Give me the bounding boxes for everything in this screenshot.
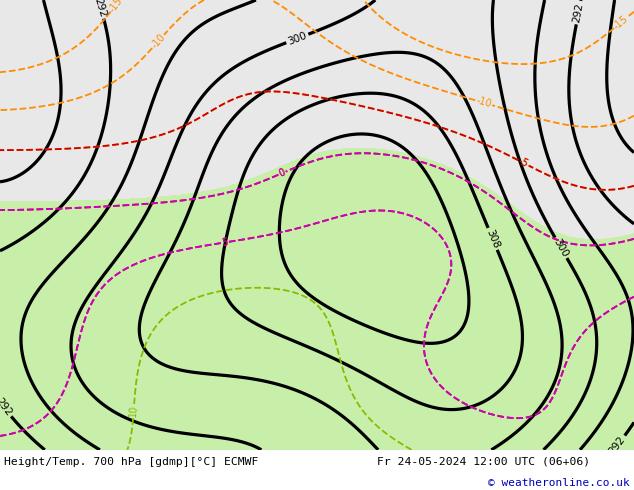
Text: 5: 5 <box>221 237 229 248</box>
Text: 300: 300 <box>287 30 308 47</box>
Text: 10: 10 <box>128 405 139 417</box>
Text: 308: 308 <box>484 228 501 250</box>
Text: Height/Temp. 700 hPa [gdmp][°C] ECMWF: Height/Temp. 700 hPa [gdmp][°C] ECMWF <box>4 457 259 467</box>
Text: -5: -5 <box>517 156 530 170</box>
Text: 300: 300 <box>552 237 570 259</box>
Text: © weatheronline.co.uk: © weatheronline.co.uk <box>488 478 630 488</box>
Text: 0: 0 <box>277 168 287 179</box>
Text: 292: 292 <box>607 434 628 456</box>
Text: -10: -10 <box>475 96 493 110</box>
Text: 292: 292 <box>0 396 14 418</box>
Text: Fr 24-05-2024 12:00 UTC (06+06): Fr 24-05-2024 12:00 UTC (06+06) <box>377 457 590 467</box>
Text: 5: 5 <box>221 237 229 248</box>
Text: -15: -15 <box>107 0 125 14</box>
Text: -10: -10 <box>149 32 167 50</box>
Text: -15: -15 <box>611 14 630 31</box>
Text: 292: 292 <box>572 2 585 24</box>
Text: -5: -5 <box>517 156 530 170</box>
Text: 292: 292 <box>93 0 108 18</box>
Text: 0: 0 <box>277 168 287 179</box>
